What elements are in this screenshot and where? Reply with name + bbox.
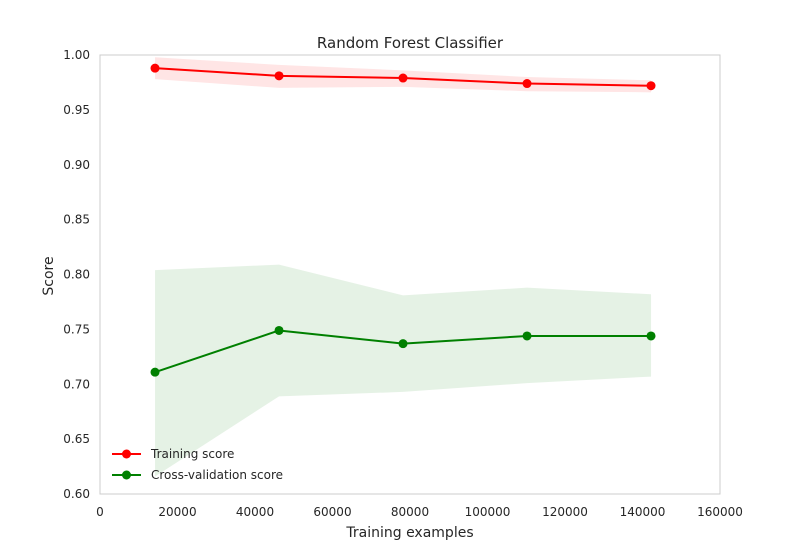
plot-frame [99, 54, 721, 495]
x-axis-ticks: 0 20000 40000 60000 80000 100000 120000 140000 1… [96, 505, 743, 519]
y-tick-label: 0.65 [63, 432, 90, 446]
point-series-0-0 [150, 63, 160, 73]
point-series-0-2 [398, 73, 408, 83]
legend-marker-0 [122, 449, 131, 459]
legend-label-0: Training score [150, 447, 234, 461]
y-tick-label: 0.60 [63, 487, 90, 501]
legend-marker-1 [122, 470, 131, 480]
x-tick-label: 80000 [391, 505, 429, 519]
x-tick-label: 60000 [313, 505, 351, 519]
y-tick-label: 0.75 [63, 322, 90, 336]
point-series-1-4 [646, 331, 656, 341]
x-tick-label: 0 [96, 505, 104, 519]
y-tick-label: 0.90 [63, 158, 90, 172]
x-axis-label: Training examples [345, 525, 473, 541]
point-series-1-0 [150, 367, 160, 377]
legend-label-1: Cross-validation score [151, 468, 283, 482]
y-axis-label: Score [41, 256, 57, 295]
point-series-1-1 [274, 325, 284, 335]
chart-title: Random Forest Classifier [317, 34, 504, 52]
legend: Training score Cross-validation score [112, 447, 283, 482]
point-series-1-2 [398, 339, 408, 349]
x-tick-label: 100000 [465, 505, 511, 519]
y-tick-label: 0.85 [63, 213, 90, 227]
point-series-1-3 [522, 331, 532, 341]
point-series-0-4 [646, 81, 656, 91]
x-tick-label: 20000 [158, 505, 196, 519]
y-tick-label: 0.80 [63, 268, 90, 282]
x-tick-label: 160000 [697, 505, 743, 519]
y-tick-label: 0.70 [63, 377, 90, 391]
x-tick-label: 140000 [620, 505, 666, 519]
band-series-1 [155, 264, 652, 477]
y-tick-label: 0.95 [63, 103, 90, 117]
x-tick-label: 40000 [236, 505, 274, 519]
point-series-0-3 [522, 79, 532, 89]
y-tick-label: 1.00 [63, 48, 90, 62]
y-axis-ticks: 0.60 0.65 0.70 0.75 0.80 0.85 0.90 0.95 1.00 [63, 48, 90, 501]
x-tick-label: 120000 [542, 505, 588, 519]
series-markers [150, 63, 656, 377]
point-series-0-1 [274, 71, 284, 81]
